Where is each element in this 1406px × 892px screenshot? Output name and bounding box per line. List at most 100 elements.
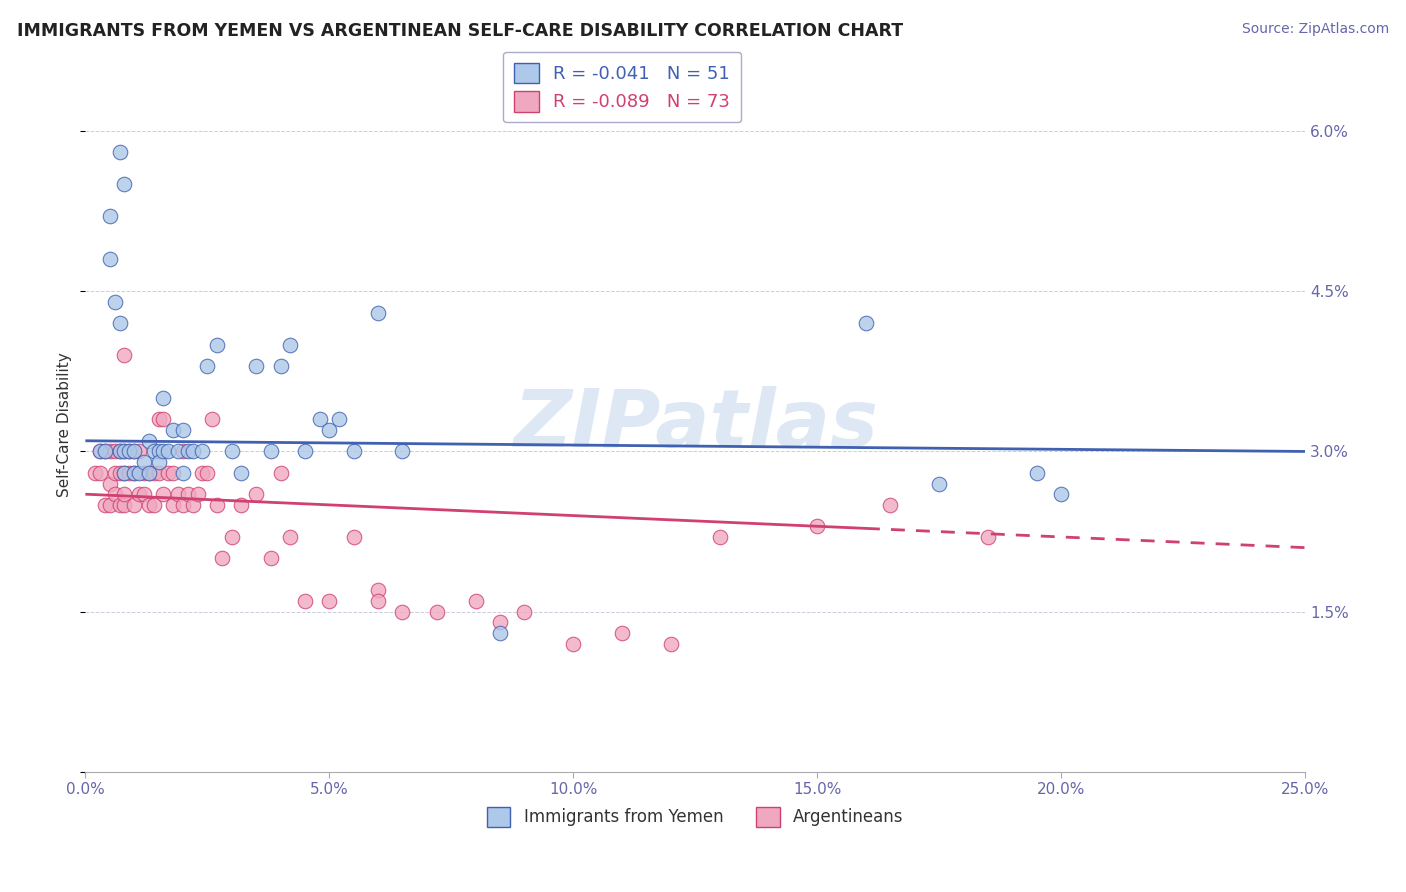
Point — [118, 466, 141, 480]
Text: ZIPatlas: ZIPatlas — [513, 385, 877, 464]
Point — [108, 498, 131, 512]
Point — [128, 466, 150, 480]
Point — [108, 444, 131, 458]
Point — [172, 444, 194, 458]
Point — [172, 498, 194, 512]
Point — [138, 466, 160, 480]
Point — [98, 498, 121, 512]
Point — [148, 466, 170, 480]
Point — [138, 466, 160, 480]
Point — [172, 466, 194, 480]
Point — [709, 530, 731, 544]
Point — [211, 551, 233, 566]
Point — [489, 615, 512, 630]
Point — [205, 337, 228, 351]
Legend: Immigrants from Yemen, Argentineans: Immigrants from Yemen, Argentineans — [481, 801, 910, 833]
Point — [104, 487, 127, 501]
Point — [231, 466, 253, 480]
Point — [195, 466, 218, 480]
Point — [98, 476, 121, 491]
Point — [89, 444, 111, 458]
Point — [260, 444, 283, 458]
Point — [855, 316, 877, 330]
Point — [177, 444, 200, 458]
Point — [318, 423, 340, 437]
Point — [108, 466, 131, 480]
Point — [879, 498, 901, 512]
Point — [112, 498, 135, 512]
Point — [167, 487, 190, 501]
Point — [343, 444, 366, 458]
Point — [138, 434, 160, 448]
Point — [108, 316, 131, 330]
Point — [98, 444, 121, 458]
Point — [806, 519, 828, 533]
Point — [118, 444, 141, 458]
Point — [98, 252, 121, 266]
Point — [122, 444, 145, 458]
Point — [162, 466, 184, 480]
Point — [181, 498, 204, 512]
Point — [112, 466, 135, 480]
Point — [928, 476, 950, 491]
Point — [1025, 466, 1047, 480]
Point — [84, 466, 107, 480]
Point — [367, 305, 389, 319]
Text: Source: ZipAtlas.com: Source: ZipAtlas.com — [1241, 22, 1389, 37]
Point — [132, 466, 155, 480]
Point — [94, 444, 117, 458]
Point — [391, 605, 413, 619]
Point — [278, 530, 301, 544]
Point — [245, 359, 267, 373]
Point — [122, 444, 145, 458]
Point — [562, 637, 585, 651]
Point — [142, 466, 165, 480]
Point — [187, 487, 209, 501]
Point — [89, 444, 111, 458]
Point — [122, 466, 145, 480]
Point — [152, 412, 174, 426]
Point — [152, 391, 174, 405]
Point — [152, 487, 174, 501]
Point — [318, 594, 340, 608]
Point — [1050, 487, 1073, 501]
Point — [513, 605, 536, 619]
Point — [138, 498, 160, 512]
Point — [181, 444, 204, 458]
Point — [104, 294, 127, 309]
Point — [177, 487, 200, 501]
Point — [112, 466, 135, 480]
Point — [112, 348, 135, 362]
Point — [294, 444, 316, 458]
Point — [221, 444, 243, 458]
Point — [118, 444, 141, 458]
Point — [270, 359, 292, 373]
Point — [343, 530, 366, 544]
Point — [167, 444, 190, 458]
Point — [148, 444, 170, 458]
Point — [278, 337, 301, 351]
Point — [152, 444, 174, 458]
Point — [162, 498, 184, 512]
Point — [157, 444, 180, 458]
Point — [205, 498, 228, 512]
Point — [260, 551, 283, 566]
Point — [157, 466, 180, 480]
Point — [148, 455, 170, 469]
Point — [195, 359, 218, 373]
Point — [89, 466, 111, 480]
Point — [610, 626, 633, 640]
Point — [328, 412, 350, 426]
Point — [977, 530, 1000, 544]
Point — [132, 487, 155, 501]
Point — [191, 444, 214, 458]
Point — [245, 487, 267, 501]
Point — [367, 594, 389, 608]
Point — [464, 594, 486, 608]
Point — [162, 423, 184, 437]
Point — [122, 466, 145, 480]
Point — [128, 444, 150, 458]
Point — [104, 444, 127, 458]
Point — [142, 498, 165, 512]
Point — [128, 487, 150, 501]
